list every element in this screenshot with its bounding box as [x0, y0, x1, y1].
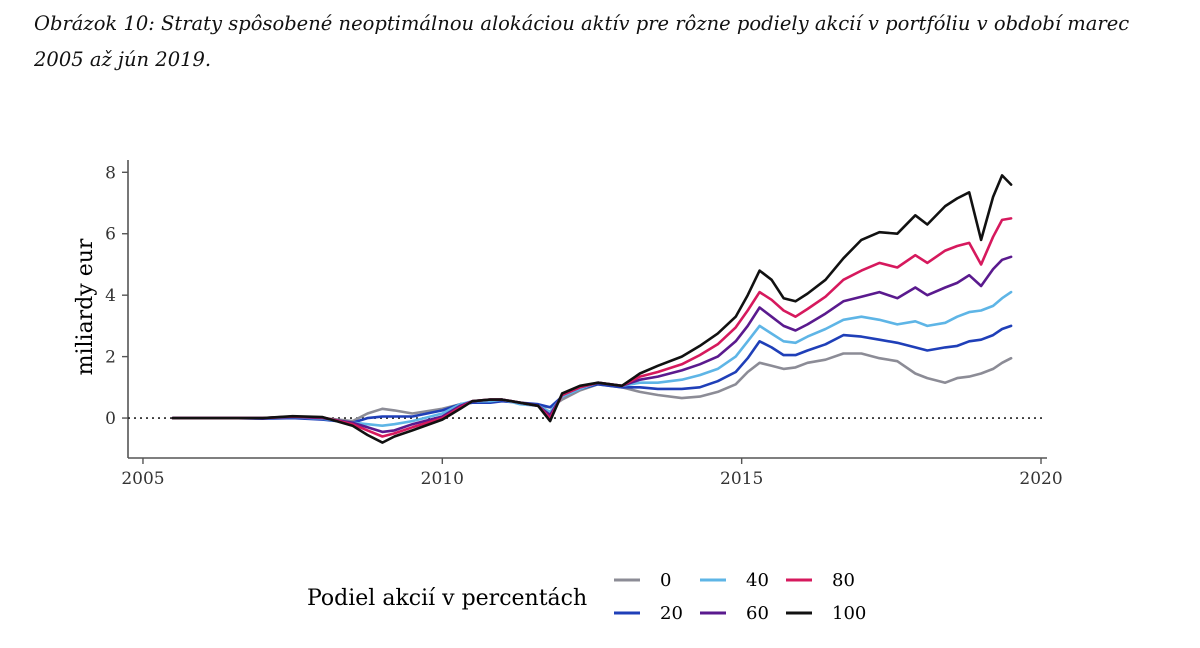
series-line-0: [171, 352, 1013, 423]
series-line-40: [171, 290, 1013, 427]
x-tick-label: 2020: [1019, 469, 1062, 489]
x-tick-label: 2010: [421, 469, 464, 489]
legend-label-60: 60: [746, 603, 769, 624]
y-tick-label: 2: [105, 348, 116, 368]
legend-label-100: 100: [832, 603, 866, 624]
y-tick-label: 4: [105, 286, 116, 306]
series-line-100: [171, 174, 1013, 444]
x-tick-label: 2005: [121, 469, 164, 489]
x-tick-label: 2015: [720, 469, 763, 489]
y-tick-label: 6: [105, 225, 116, 245]
y-tick-label: 8: [105, 163, 116, 183]
legend-title: Podiel akcií v percentách: [307, 586, 587, 611]
legend-label-40: 40: [746, 570, 769, 591]
legend-label-80: 80: [832, 570, 855, 591]
y-axis-title: miliardy eur: [73, 238, 98, 375]
series-line-80: [171, 217, 1013, 438]
series-line-20: [171, 324, 1013, 424]
figure-caption: Obrázok 10: Straty spôsobené neoptimálno…: [34, 12, 1130, 71]
series-line-60: [171, 255, 1013, 434]
legend-label-20: 20: [660, 603, 683, 624]
y-tick-label: 0: [105, 409, 116, 429]
legend-label-0: 0: [660, 570, 671, 591]
